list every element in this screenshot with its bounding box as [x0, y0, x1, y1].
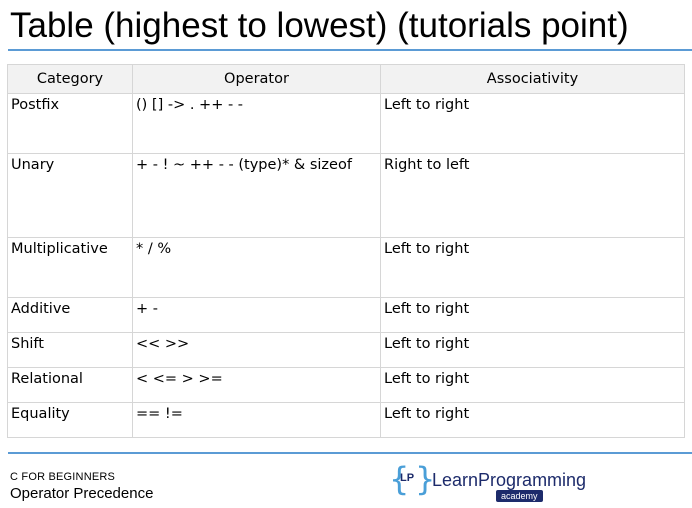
table-row: Relational < <= > >= Left to right — [7, 367, 685, 403]
operator-cell: * / % — [132, 237, 381, 298]
category-cell: Postfix — [7, 93, 133, 154]
header-category: Category — [7, 64, 133, 94]
table-row: Multiplicative * / % Left to right — [7, 237, 685, 298]
operator-cell: + - — [132, 297, 381, 333]
associativity-cell: Left to right — [380, 367, 685, 403]
associativity-cell: Right to left — [380, 153, 685, 238]
operator-cell: == != — [132, 402, 381, 438]
category-cell: Equality — [7, 402, 133, 438]
header-associativity: Associativity — [380, 64, 685, 94]
category-cell: Relational — [7, 367, 133, 403]
title-underline — [8, 49, 692, 51]
table-row: Postfix () [] -> . ++ - - Left to right — [7, 93, 685, 154]
footer-divider — [8, 452, 692, 454]
associativity-cell: Left to right — [380, 402, 685, 438]
header-operator: Operator — [132, 64, 381, 94]
category-cell: Unary — [7, 153, 133, 238]
table-header-row: Category Operator Associativity — [7, 64, 685, 94]
operator-cell: () [] -> . ++ - - — [132, 93, 381, 154]
operator-cell: << >> — [132, 332, 381, 368]
associativity-cell: Left to right — [380, 297, 685, 333]
operator-cell: < <= > >= — [132, 367, 381, 403]
associativity-cell: Left to right — [380, 237, 685, 298]
lecture-topic: Operator Precedence — [10, 485, 154, 502]
slide-title: Table (highest to lowest) (tutorials poi… — [10, 6, 629, 45]
category-cell: Multiplicative — [7, 237, 133, 298]
category-cell: Additive — [7, 297, 133, 333]
category-cell: Shift — [7, 332, 133, 368]
course-name: C FOR BEGINNERS — [10, 471, 116, 483]
associativity-cell: Left to right — [380, 332, 685, 368]
table-row: Additive + - Left to right — [7, 297, 685, 333]
learnprogramming-logo: { LP } LearnProgramming academy — [389, 460, 586, 504]
associativity-cell: Left to right — [380, 93, 685, 154]
left-brace-glyph: { — [389, 460, 410, 498]
table-row: Shift << >> Left to right — [7, 332, 685, 368]
logo-brand-text: LearnProgramming — [432, 470, 587, 490]
operator-precedence-table: Category Operator Associativity Postfix … — [7, 64, 685, 438]
lp-monogram: LP — [400, 472, 415, 484]
table-row: Equality == != Left to right — [7, 402, 685, 438]
logo-tagline: academy — [496, 490, 543, 502]
operator-cell: + - ! ~ ++ - - (type)* & sizeof — [132, 153, 381, 238]
table-row: Unary + - ! ~ ++ - - (type)* & sizeof Ri… — [7, 153, 685, 238]
right-brace-glyph: } — [415, 460, 436, 498]
